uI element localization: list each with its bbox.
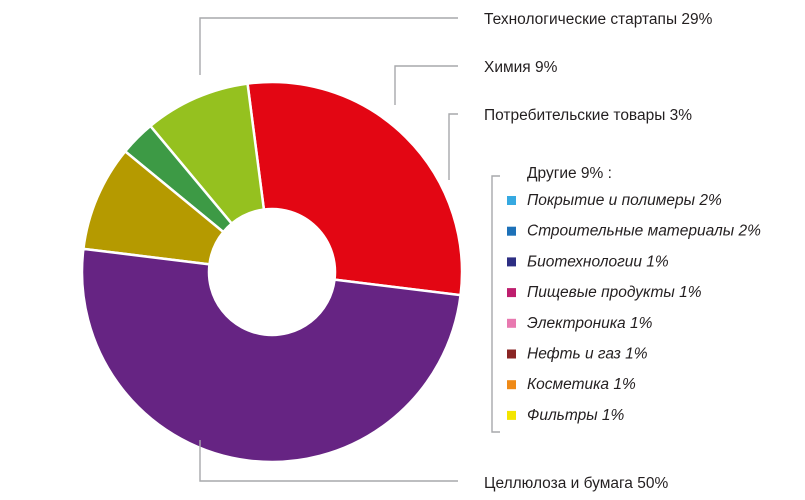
leader-line-2 xyxy=(448,113,458,180)
legend-swatch-5 xyxy=(507,349,516,359)
leader-lines-layer xyxy=(199,17,500,482)
legend-label-биотехнологии-1: Биотехнологии 1% xyxy=(527,253,669,270)
legend-swatch-7 xyxy=(507,410,516,420)
slice-label-технологические-стартапы-29: Технологические стартапы 29% xyxy=(484,11,713,28)
legend-label-нефть-и-газ-1: Нефть и газ 1% xyxy=(527,346,648,363)
legend-label-косметика-1: Косметика 1% xyxy=(527,376,636,393)
leader-line-0 xyxy=(199,17,458,75)
legend-swatch-3 xyxy=(507,288,516,298)
legend-swatch-0 xyxy=(507,196,516,205)
legend-swatch-6 xyxy=(507,380,516,390)
leader-line-4 xyxy=(199,440,458,482)
other-bracket xyxy=(491,175,500,433)
legend-label-пищевые-продукты-1: Пищевые продукты 1% xyxy=(527,284,702,301)
slice-4 xyxy=(80,247,462,464)
legend-swatch-2 xyxy=(507,257,516,267)
other-heading: Другие 9% : xyxy=(527,165,612,182)
other-legend: Покрытие и полимеры 2% Строительные матер… xyxy=(507,192,761,424)
slices-layer xyxy=(80,80,464,464)
legend-label-электроника-1: Электроника 1% xyxy=(527,315,653,332)
slice-label-химия-9: Химия 9% xyxy=(484,59,558,76)
legend-swatch-1 xyxy=(507,226,516,236)
legend-swatch-4 xyxy=(507,318,516,328)
slice-label-потребительские-товары-3: Потребительские товары 3% xyxy=(484,107,692,124)
slice-0 xyxy=(246,80,464,297)
legend-label-покрытие-и-полимеры-2: Покрытие и полимеры 2% xyxy=(527,192,722,209)
legend-label-фильтры-1: Фильтры 1% xyxy=(527,407,625,424)
legend-label-строительные-материалы-2: Строительные материалы 2% xyxy=(527,223,761,240)
labels-layer: Технологические стартапы 29% Химия 9% Потр… xyxy=(484,11,713,492)
slice-label-целлюлоза-и-бумага-50: Целлюлоза и бумага 50% xyxy=(484,475,668,492)
leader-line-1 xyxy=(394,65,458,105)
